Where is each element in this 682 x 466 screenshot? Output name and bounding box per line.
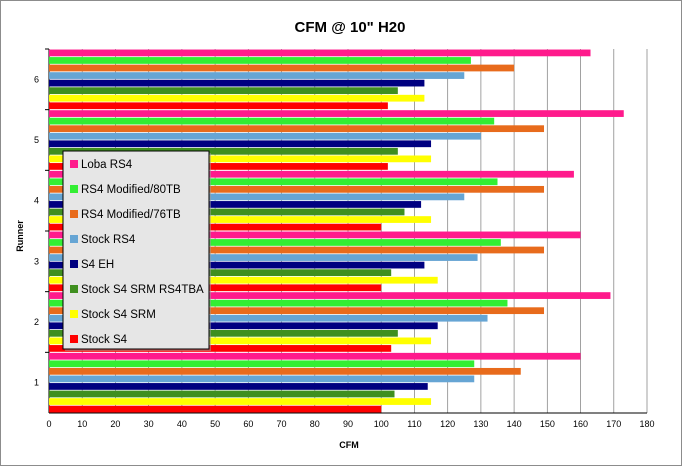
bar — [49, 178, 498, 186]
bar — [49, 329, 398, 337]
legend-swatch — [70, 285, 78, 293]
bar — [49, 375, 475, 383]
bar — [49, 284, 382, 292]
x-tick-label: 90 — [343, 419, 353, 429]
bar — [49, 170, 574, 178]
legend-swatch — [70, 335, 78, 343]
bar — [49, 398, 432, 405]
x-tick-label: 100 — [374, 419, 389, 429]
legend-swatch — [70, 235, 78, 243]
bar — [49, 49, 591, 57]
bar — [49, 261, 425, 269]
y-tick-label: 3 — [34, 256, 39, 266]
x-tick-label: 10 — [77, 419, 87, 429]
bar — [49, 307, 545, 315]
bar — [49, 269, 392, 277]
bar — [49, 216, 432, 223]
bar — [49, 94, 425, 102]
bar — [49, 276, 438, 284]
bar — [49, 352, 581, 360]
x-tick-label: 80 — [310, 419, 320, 429]
bar — [49, 57, 471, 64]
bar — [49, 360, 475, 368]
x-tick-label: 160 — [573, 419, 588, 429]
bar — [49, 64, 515, 72]
bar — [49, 117, 495, 125]
legend-label: Loba RS4 — [81, 159, 133, 171]
bar — [49, 147, 398, 155]
bar — [49, 367, 521, 375]
bar — [49, 390, 395, 398]
legend-label: S4 EH — [81, 259, 114, 271]
x-tick-label: 60 — [243, 419, 253, 429]
y-tick-label: 2 — [34, 317, 39, 327]
legend-box — [62, 150, 210, 350]
bar — [49, 155, 432, 163]
bar — [49, 185, 545, 193]
bar — [49, 87, 398, 95]
legend-label: Stock S4 SRM RS4TBA — [81, 284, 204, 296]
y-tick-label: 4 — [34, 196, 39, 206]
bar — [49, 102, 388, 110]
bar — [49, 322, 438, 330]
bar — [49, 208, 405, 216]
plot-area: 0 10 20 30 40 50 60 70 80 90 100 110 120 130 140 150 160… — [34, 48, 655, 429]
legend-swatch — [70, 160, 78, 168]
legend-label: RS4 Modified/80TB — [81, 184, 181, 196]
x-tick-label: 180 — [639, 419, 654, 429]
bar — [49, 125, 545, 133]
chart-title: CFM @ 10" H20 — [295, 19, 406, 36]
bar — [49, 72, 465, 79]
legend-swatch — [70, 260, 78, 268]
legend: Loba RS4 RS4 Modified/80TB RS4 Modified/76… — [62, 150, 211, 351]
bar — [49, 337, 432, 345]
x-tick-label: 170 — [606, 419, 621, 429]
bar — [49, 110, 624, 117]
y-tick-label: 1 — [34, 378, 39, 388]
bar — [49, 140, 432, 148]
bar — [49, 254, 478, 261]
bar — [49, 292, 611, 299]
x-tick-label: 50 — [210, 419, 220, 429]
legend-label: Stock S4 — [81, 334, 128, 346]
bar — [49, 79, 425, 87]
y-tick-label: 6 — [34, 74, 39, 84]
bar — [49, 193, 465, 201]
legend-swatch — [70, 210, 78, 218]
bar — [49, 231, 581, 239]
x-tick-label: 140 — [507, 419, 522, 429]
bar — [49, 314, 488, 322]
x-tick-label: 30 — [144, 419, 154, 429]
legend-label: Stock S4 SRM — [81, 309, 156, 321]
x-tick-label: 40 — [177, 419, 187, 429]
x-tick-label: 70 — [277, 419, 287, 429]
legend-swatch — [70, 310, 78, 318]
x-axis-title: CFM — [339, 440, 359, 450]
x-tick-label: 130 — [473, 419, 488, 429]
y-axis-title: Runner — [15, 220, 25, 252]
x-tick-label: 0 — [46, 419, 51, 429]
legend-swatch — [70, 185, 78, 193]
bar — [49, 345, 392, 352]
y-tick-label: 5 — [34, 135, 39, 145]
bar — [49, 132, 481, 140]
bar — [49, 383, 428, 390]
bar — [49, 201, 422, 208]
x-tick-label: 120 — [440, 419, 455, 429]
bar — [49, 239, 501, 246]
x-tick-label: 150 — [540, 419, 555, 429]
bar — [49, 223, 382, 231]
x-tick-label: 20 — [110, 419, 120, 429]
legend-label: Stock RS4 — [81, 234, 136, 246]
bar — [49, 299, 508, 307]
bar — [49, 405, 382, 413]
x-tick-label: 110 — [407, 419, 421, 429]
bar — [49, 246, 545, 254]
legend-label: RS4 Modified/76TB — [81, 209, 181, 221]
bar — [49, 163, 388, 170]
